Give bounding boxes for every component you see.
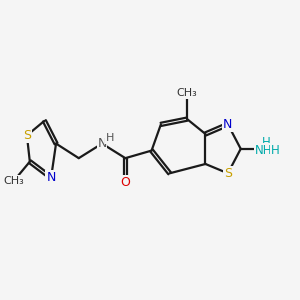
Text: S: S: [23, 129, 31, 142]
Text: NH: NH: [254, 144, 272, 157]
Text: O: O: [120, 176, 130, 189]
Text: N: N: [223, 118, 232, 131]
Text: H: H: [262, 136, 271, 149]
Text: H: H: [106, 133, 114, 143]
Text: S: S: [224, 167, 232, 180]
Text: N: N: [46, 171, 56, 184]
Text: N: N: [98, 137, 107, 150]
Text: H: H: [271, 144, 280, 157]
Text: H: H: [98, 139, 106, 148]
Text: CH₃: CH₃: [4, 176, 25, 186]
Text: CH₃: CH₃: [177, 88, 197, 98]
